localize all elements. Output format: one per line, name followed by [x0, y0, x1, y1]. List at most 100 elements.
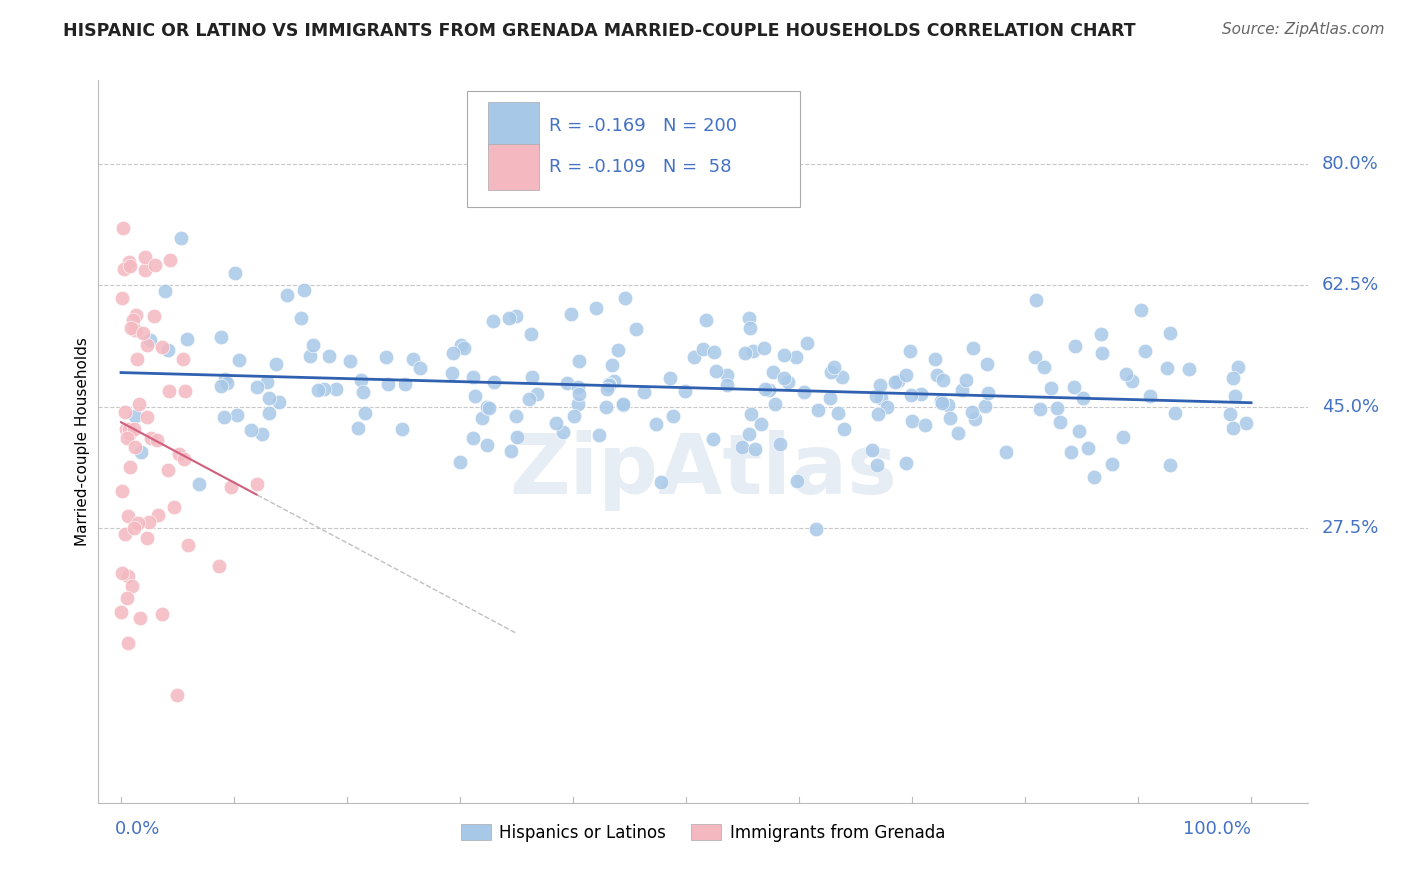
- Point: [1069, 424, 1091, 438]
- Point: [125, 308, 148, 322]
- Point: [150, 340, 173, 354]
- Point: [965, 412, 987, 426]
- Point: [752, 341, 775, 355]
- Point: [124, 440, 146, 454]
- Point: [127, 352, 149, 367]
- Point: [955, 373, 977, 387]
- Point: [221, 480, 243, 494]
- Point: [246, 380, 269, 394]
- Point: [786, 474, 808, 488]
- Point: [1101, 458, 1123, 472]
- Text: 62.5%: 62.5%: [1322, 277, 1379, 294]
- Point: [1025, 293, 1047, 307]
- Point: [114, 405, 136, 419]
- Point: [626, 321, 648, 335]
- Point: [267, 394, 290, 409]
- Point: [173, 452, 195, 467]
- Point: [117, 636, 139, 650]
- Point: [832, 422, 855, 436]
- Point: [112, 220, 135, 235]
- Point: [520, 370, 543, 384]
- Point: [118, 422, 141, 436]
- Point: [122, 521, 145, 535]
- Point: [914, 417, 936, 432]
- Point: [738, 427, 761, 442]
- Point: [138, 515, 160, 529]
- Point: [188, 476, 211, 491]
- Point: [612, 398, 634, 412]
- Text: HISPANIC OR LATINO VS IMMIGRANTS FROM GRENADA MARRIED-COUPLE HOUSEHOLDS CORRELAT: HISPANIC OR LATINO VS IMMIGRANTS FROM GR…: [63, 22, 1136, 40]
- Point: [900, 387, 922, 401]
- Point: [762, 365, 785, 379]
- Point: [896, 456, 918, 470]
- Point: [136, 531, 159, 545]
- Point: [375, 350, 398, 364]
- Point: [804, 522, 827, 536]
- Point: [1049, 415, 1071, 429]
- Point: [394, 376, 416, 391]
- Point: [209, 330, 232, 344]
- Point: [114, 422, 136, 436]
- Point: [673, 384, 696, 399]
- Point: [716, 377, 738, 392]
- Point: [124, 323, 146, 337]
- Point: [939, 411, 962, 425]
- Point: [932, 373, 955, 387]
- Point: [546, 416, 568, 430]
- Point: [588, 428, 610, 442]
- Point: [595, 401, 617, 415]
- Point: [1222, 420, 1244, 434]
- Point: [391, 422, 413, 436]
- Point: [741, 343, 763, 358]
- Point: [995, 445, 1018, 459]
- Point: [644, 417, 666, 431]
- Point: [734, 346, 756, 360]
- Point: [139, 334, 162, 348]
- Point: [111, 291, 134, 305]
- Point: [1083, 470, 1105, 484]
- Point: [910, 386, 932, 401]
- Point: [173, 384, 195, 398]
- Point: [129, 445, 152, 459]
- Point: [1164, 406, 1187, 420]
- Point: [763, 397, 786, 411]
- Point: [927, 368, 949, 382]
- Point: [346, 421, 368, 435]
- Point: [453, 341, 475, 355]
- Point: [827, 406, 849, 420]
- Point: [929, 393, 952, 408]
- Point: [228, 352, 250, 367]
- Point: [567, 379, 589, 393]
- Text: 80.0%: 80.0%: [1322, 154, 1379, 173]
- Point: [1090, 346, 1112, 360]
- Point: [124, 409, 146, 423]
- Point: [831, 370, 853, 384]
- Point: [702, 432, 724, 446]
- Point: [150, 607, 173, 621]
- Point: [257, 391, 280, 405]
- Point: [449, 455, 471, 469]
- Point: [862, 443, 884, 458]
- Point: [134, 250, 156, 264]
- Point: [796, 335, 818, 350]
- Point: [224, 266, 246, 280]
- Point: [350, 372, 373, 386]
- Point: [290, 311, 312, 326]
- Point: [950, 383, 973, 397]
- Point: [931, 396, 953, 410]
- Point: [312, 382, 335, 396]
- Point: [650, 475, 672, 489]
- Point: [1040, 381, 1063, 395]
- Point: [163, 500, 186, 514]
- Point: [740, 407, 762, 421]
- Point: [157, 343, 180, 358]
- Point: [900, 343, 922, 358]
- Point: [441, 346, 464, 360]
- Point: [134, 263, 156, 277]
- Point: [129, 611, 152, 625]
- Point: [441, 366, 464, 380]
- Text: 100.0%: 100.0%: [1182, 820, 1251, 838]
- Point: [703, 345, 725, 359]
- Point: [157, 462, 180, 476]
- Point: [868, 407, 890, 421]
